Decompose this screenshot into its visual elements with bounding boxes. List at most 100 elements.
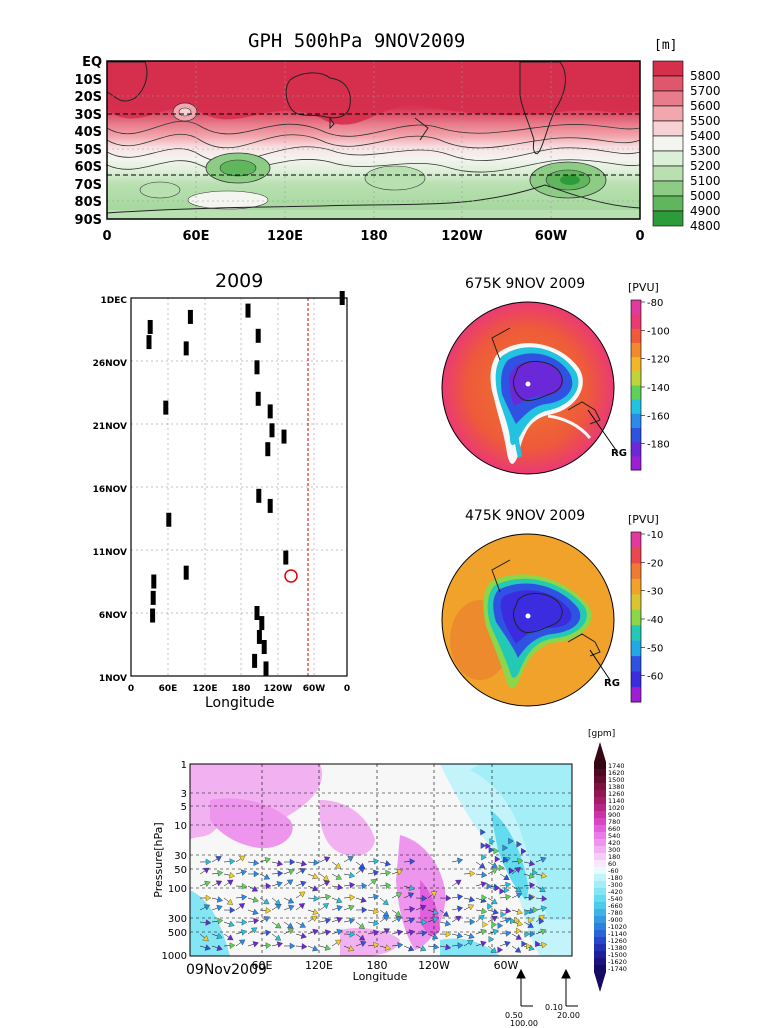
hov-xtick-120w: 120W xyxy=(264,684,293,694)
pv-colorbar-swatch xyxy=(631,385,641,400)
ref-vector-2-bottom-wrap: 20.00 xyxy=(557,1012,580,1020)
pv-colorbar-swatch xyxy=(631,371,641,386)
pv-colorbar-label: -120 xyxy=(647,355,670,366)
gpm-colorbar-swatch xyxy=(594,888,606,895)
gph-xtick-60w: 60W xyxy=(535,229,567,244)
gpm-colorbar-swatch xyxy=(594,762,606,769)
pv-colorbar-label: -40 xyxy=(647,615,663,626)
pv-colorbar-swatch xyxy=(631,609,641,625)
gph-colorbar-swatch xyxy=(653,196,683,211)
polar-475-map xyxy=(440,530,620,715)
pv-colorbar-swatch xyxy=(631,300,641,315)
pv-colorbar-swatch xyxy=(631,413,641,428)
gph-colorbar-swatch xyxy=(653,121,683,136)
gpm-colorbar-swatch xyxy=(594,874,606,881)
gpm-colorbar-swatch xyxy=(594,797,606,804)
gpm-ytick-10: 10 xyxy=(174,821,187,832)
hov-ytick-16nov: 16NOV xyxy=(93,485,127,495)
hov-xtick-0b: 0 xyxy=(344,684,350,694)
gph-colorbar-label: 5500 xyxy=(690,114,721,128)
hovmoller-event xyxy=(262,640,267,654)
gpm-colorbar-swatch xyxy=(594,965,606,972)
gph-colorbar-label: 5400 xyxy=(690,129,721,143)
gpm-colorbar-swatch xyxy=(594,909,606,916)
hovmoller-event xyxy=(256,392,261,406)
gpm-colorbar-swatch xyxy=(594,783,606,790)
gph-xtick-0b: 0 xyxy=(635,229,644,244)
gpm-colorbar-swatch xyxy=(594,930,606,937)
hovmoller-event xyxy=(151,575,156,589)
gph-ytick-20s: 20S xyxy=(75,90,102,105)
hovmoller-xlabel: Longitude xyxy=(205,695,275,711)
hovmoller-chart: 1DEC 26NOV 21NOV 16NOV 11NOV 6NOV 1NOV 0… xyxy=(0,290,370,720)
bottom-unit: [gpm] xyxy=(588,729,615,739)
pv-colorbar-swatch xyxy=(631,314,641,329)
gpm-colorbar-swatch xyxy=(594,804,606,811)
gph-colorbar-swatch xyxy=(653,91,683,106)
hovmoller-event xyxy=(268,499,273,513)
gpm-colorbar-swatch xyxy=(594,937,606,944)
hov-ytick-1nov: 1NOV xyxy=(99,674,127,684)
gph-colorbar-label: 5000 xyxy=(690,189,721,203)
gpm-colorbar-swatch xyxy=(594,867,606,874)
gpm-ytick-30: 30 xyxy=(174,851,187,862)
gpm-colorbar-swatch xyxy=(594,769,606,776)
pv-colorbar-swatch xyxy=(631,357,641,372)
gpm-colorbar-swatch xyxy=(594,881,606,888)
hovmoller-event xyxy=(147,335,152,349)
pv-colorbar-swatch xyxy=(631,547,641,563)
gph-colorbar-swatch xyxy=(653,151,683,166)
gph-ytick-60s: 60S xyxy=(75,160,102,175)
gph-xtick-120e: 120E xyxy=(267,229,303,244)
hovmoller-event xyxy=(148,320,153,334)
gph-xtick-120w: 120W xyxy=(441,229,482,244)
pv-colorbar-label: -60 xyxy=(647,672,663,683)
polar-475-unit: [PVU] xyxy=(628,513,659,526)
gph-xtick-180: 180 xyxy=(360,229,387,244)
gph-colorbar-label: 4800 xyxy=(690,219,721,233)
polar-675-colorbar: -80-100-120-140-160-180 xyxy=(625,296,685,476)
gpm-colorbar-swatch xyxy=(594,818,606,825)
gph-colorbar-swatch xyxy=(653,106,683,121)
gpm-colorbar-swatch xyxy=(594,958,606,965)
pv-colorbar-swatch xyxy=(631,532,641,548)
gpm-colorbar: 1740162015001380126011401020900780660540… xyxy=(594,742,627,992)
pv-colorbar-swatch xyxy=(631,625,641,641)
gpm-cross-section: 1 3 5 10 30 50 100 300 500 1000 60E 120E… xyxy=(0,740,768,1024)
hovmoller-event xyxy=(268,404,273,418)
hovmoller-event xyxy=(255,606,260,620)
gph-ytick-90s: 90S xyxy=(75,213,102,228)
hov-ytick-11nov: 11NOV xyxy=(93,548,127,558)
gpm-colorbar-swatch xyxy=(594,832,606,839)
hovmoller-event xyxy=(264,661,269,675)
gph-ytick-eq: EQ xyxy=(82,55,102,70)
gph-colorbar-swatch xyxy=(653,76,683,91)
pv-colorbar-swatch xyxy=(631,671,641,687)
hovmoller-event xyxy=(166,513,171,527)
polar-475-title: 475K 9NOV 2009 xyxy=(465,508,585,524)
pv-colorbar-label: -160 xyxy=(647,411,670,422)
gph-colorbar-label: 5700 xyxy=(690,84,721,98)
hovmoller-event xyxy=(256,329,261,343)
polar-675-title: 675K 9NOV 2009 xyxy=(465,276,585,292)
gpm-colorbar-swatch xyxy=(594,853,606,860)
gph-colorbar-label: 5200 xyxy=(690,159,721,173)
gph-colorbar-label: 4900 xyxy=(690,204,721,218)
gpm-colorbar-swatch xyxy=(594,839,606,846)
pv-colorbar-swatch xyxy=(631,328,641,343)
pv-colorbar-swatch xyxy=(631,428,641,443)
gpm-xtick-120e: 120E xyxy=(305,959,333,972)
pv-colorbar-label: -50 xyxy=(647,643,663,654)
gpm-colorbar-swatch xyxy=(594,923,606,930)
pv-colorbar-swatch xyxy=(631,578,641,594)
gph-colorbar-label: 5300 xyxy=(690,144,721,158)
gph-colorbar-swatch xyxy=(653,166,683,181)
hovmoller-x-ticks: 0 60E 120E 180 120W 60W 0 xyxy=(128,684,350,694)
gpm-colorbar-swatch xyxy=(594,902,606,909)
gpm-colorbar-swatch xyxy=(594,916,606,923)
hovmoller-event xyxy=(151,591,156,605)
gpm-y-ticks: 1 3 5 10 30 50 100 300 500 1000 xyxy=(162,760,187,962)
ref-vector-2-bottom: 20.00 xyxy=(557,1011,580,1020)
gpm-colorbar-swatch xyxy=(594,951,606,958)
gpm-colorbar-top-arrow xyxy=(594,742,606,762)
